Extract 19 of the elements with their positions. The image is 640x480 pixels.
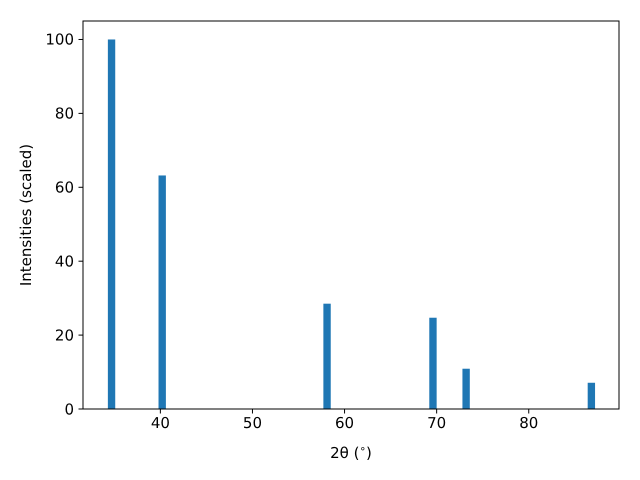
y-tick-label: 0 (64, 400, 74, 418)
bar (158, 175, 166, 409)
y-tick-label: 80 (54, 104, 74, 123)
bar (108, 39, 116, 409)
bar (323, 304, 331, 409)
y-tick-label: 60 (54, 178, 74, 197)
bar (429, 318, 437, 409)
x-tick-label: 60 (335, 414, 354, 432)
bar (462, 368, 470, 409)
bar (588, 382, 596, 409)
x-tick-label: 80 (519, 414, 538, 432)
x-tick-label: 70 (427, 414, 446, 432)
x-tick-label: 40 (150, 414, 170, 432)
y-axis-title: Intensities (scaled) (17, 144, 35, 286)
y-tick-label: 40 (54, 252, 74, 270)
y-tick-label: 20 (54, 326, 74, 344)
y-tick-label: 100 (45, 30, 74, 49)
x-axis-title: 2θ ($^{∘}$) (330, 443, 372, 462)
x-tick-label: 50 (242, 414, 262, 432)
